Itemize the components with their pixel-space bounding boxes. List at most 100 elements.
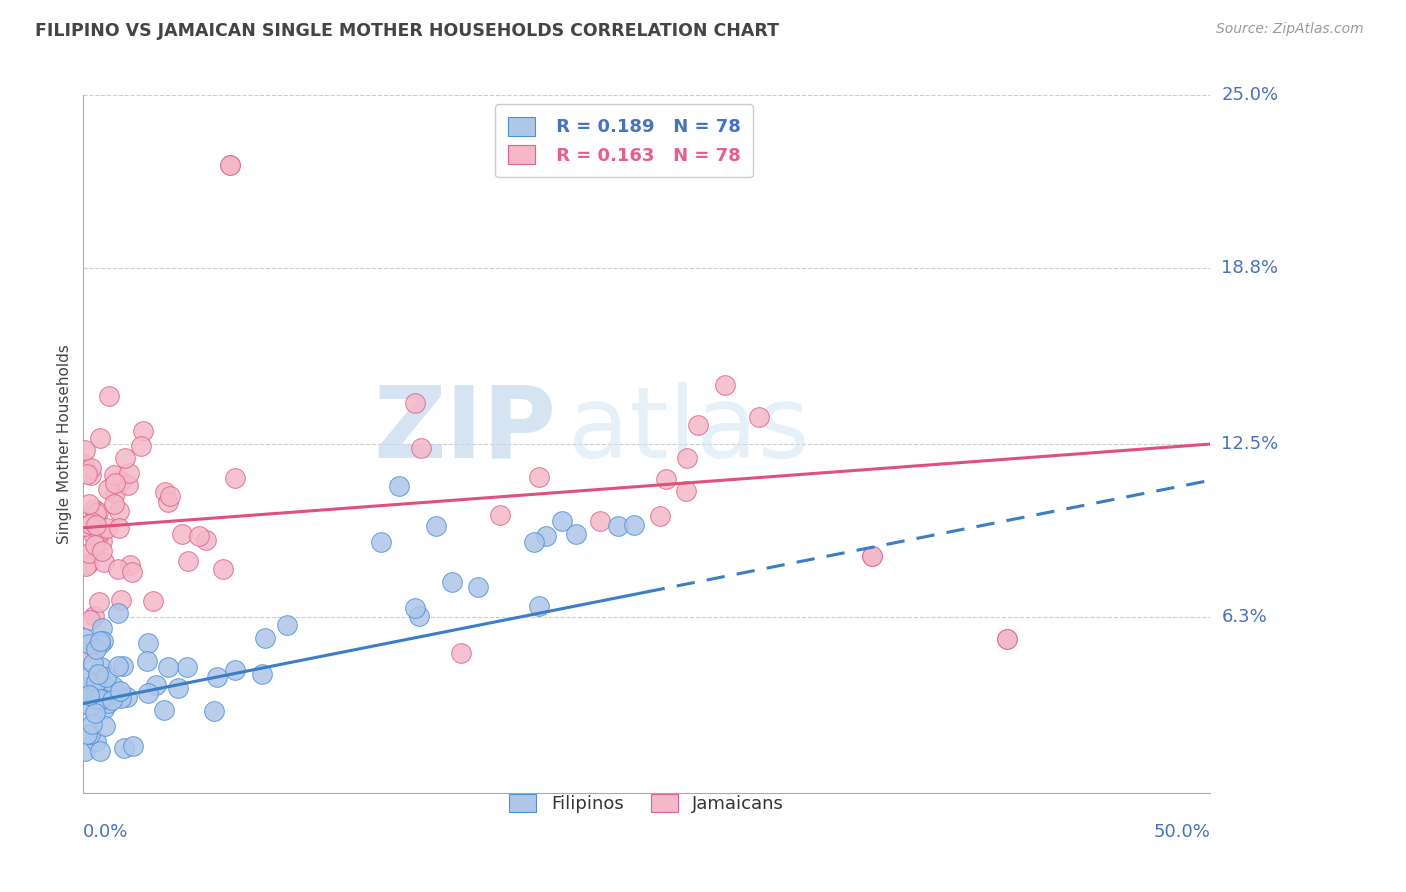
Point	[76, 467, 98, 482]
Point	[75, 744, 97, 758]
Point	[176, 660, 198, 674]
Point	[80, 683, 103, 698]
Legend: Filipinos, Jamaicans: Filipinos, Jamaicans	[501, 785, 793, 822]
Point	[136, 686, 159, 700]
Point	[254, 631, 277, 645]
Text: 18.8%: 18.8%	[1222, 260, 1278, 277]
Point	[89, 633, 111, 648]
Point	[73, 457, 96, 471]
Point	[75, 442, 97, 457]
Point	[212, 562, 235, 576]
Point	[83, 502, 105, 516]
Point	[153, 703, 176, 717]
Point	[995, 632, 1018, 647]
Point	[688, 418, 710, 433]
Point	[404, 601, 426, 615]
Point	[96, 521, 118, 535]
Point	[103, 467, 125, 482]
Point	[90, 534, 112, 549]
Point	[224, 663, 246, 677]
Point	[108, 684, 131, 698]
Point	[103, 497, 125, 511]
Text: ZIP: ZIP	[374, 382, 557, 479]
Point	[404, 396, 426, 410]
Point	[409, 441, 432, 455]
Point	[80, 461, 103, 475]
Point	[89, 594, 111, 608]
Point	[103, 679, 125, 693]
Point	[97, 697, 120, 711]
Point	[75, 558, 97, 573]
Point	[107, 504, 129, 518]
Point	[94, 719, 117, 733]
Point	[82, 690, 104, 704]
Point	[84, 518, 107, 533]
Point	[159, 489, 181, 503]
Point	[96, 670, 118, 684]
Point	[408, 608, 430, 623]
Point	[172, 526, 194, 541]
Point	[98, 388, 121, 402]
Point	[84, 642, 107, 657]
Point	[250, 666, 273, 681]
Point	[84, 706, 107, 720]
Point	[93, 556, 115, 570]
Point	[83, 608, 105, 623]
Point	[675, 484, 697, 499]
Point	[82, 515, 104, 529]
Point	[108, 521, 131, 535]
Point	[713, 378, 735, 392]
Point	[527, 599, 550, 614]
Text: 12.5%: 12.5%	[1222, 435, 1278, 453]
Point	[73, 518, 96, 533]
Point	[748, 409, 770, 424]
Point	[91, 676, 114, 690]
Point	[205, 670, 228, 684]
Point	[565, 527, 588, 541]
Point	[860, 549, 883, 563]
Point	[77, 546, 100, 560]
Point	[204, 704, 226, 718]
Point	[107, 562, 129, 576]
Point	[110, 592, 132, 607]
Point	[132, 424, 155, 438]
Point	[79, 613, 101, 627]
Point	[995, 632, 1018, 647]
Point	[79, 637, 101, 651]
Point	[110, 690, 132, 705]
Point	[153, 484, 176, 499]
Point	[107, 659, 129, 673]
Point	[425, 519, 447, 533]
Point	[117, 477, 139, 491]
Point	[73, 631, 96, 645]
Point	[79, 468, 101, 483]
Point	[89, 431, 111, 445]
Point	[623, 517, 645, 532]
Point	[195, 533, 218, 548]
Point	[79, 516, 101, 531]
Point	[441, 575, 464, 590]
Point	[488, 508, 510, 522]
Point	[73, 646, 96, 660]
Point	[276, 617, 298, 632]
Point	[107, 607, 129, 621]
Point	[112, 740, 135, 755]
Point	[79, 699, 101, 714]
Point	[188, 529, 211, 543]
Point	[450, 646, 472, 660]
Point	[142, 593, 165, 607]
Point	[82, 657, 104, 671]
Point	[93, 702, 115, 716]
Point	[523, 534, 546, 549]
Point	[75, 671, 97, 685]
Point	[860, 549, 883, 563]
Text: 0.0%: 0.0%	[83, 823, 129, 841]
Point	[83, 537, 105, 551]
Point	[91, 621, 114, 635]
Point	[83, 529, 105, 543]
Point	[157, 495, 180, 509]
Text: FILIPINO VS JAMAICAN SINGLE MOTHER HOUSEHOLDS CORRELATION CHART: FILIPINO VS JAMAICAN SINGLE MOTHER HOUSE…	[35, 22, 779, 40]
Point	[77, 497, 100, 511]
Point	[84, 506, 107, 520]
Point	[136, 654, 159, 668]
